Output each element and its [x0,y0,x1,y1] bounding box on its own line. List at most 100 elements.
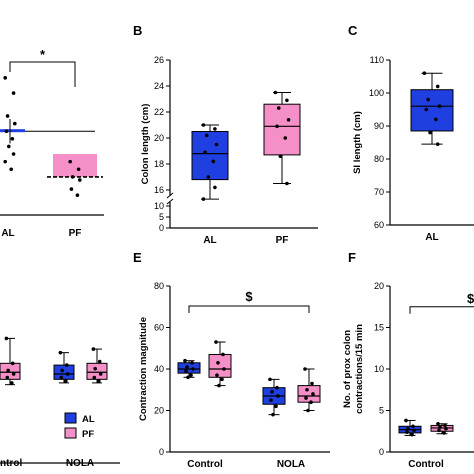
data-point [220,377,224,382]
significance-marker: $ [467,291,474,306]
data-point [70,175,75,179]
y-tick-label: 5 [159,212,164,222]
data-point [7,144,11,149]
significance-bracket [9,61,76,87]
data-point [271,412,275,417]
y-tick-label: 110 [370,55,384,65]
data-point [59,375,64,380]
data-point [186,375,190,380]
x-tick-label: PF [276,235,289,246]
y-tick-label: 90 [374,121,384,131]
data-point [93,366,97,371]
data-point [4,336,9,341]
x-tick-label: ntrol [0,458,22,469]
x-tick-label: NOLA [277,459,305,470]
data-point [183,358,187,363]
data-point [10,381,14,385]
data-point [435,84,440,89]
legend-swatch-pf [64,427,77,439]
data-point [214,142,219,147]
data-point [275,124,279,129]
y-tick-label: 0 [159,223,164,233]
y-tick-label: 26 [154,55,164,65]
significance-bracket [188,305,310,313]
data-point [405,430,409,434]
data-point [443,423,447,428]
data-point [434,117,438,122]
data-point [444,426,448,431]
x-tick-label: PF [69,228,82,239]
y-tick-label: 20 [154,406,164,416]
y-tick-label: 10 [154,201,164,211]
panel-e: 0 20 40 60 80 Contraction magnitude Control NOL… [138,281,330,470]
data-point [268,377,272,382]
data-point [306,408,310,413]
data-point [64,379,68,383]
data-point [213,127,217,131]
y-tick-label: 60 [154,323,164,333]
legend: AL PF [64,412,95,440]
data-point [11,372,16,376]
panel-label-f: F [348,250,356,265]
data-point [6,368,10,373]
y-tick-label: 15 [374,323,384,333]
data-point [275,385,279,390]
data-point [422,71,427,75]
data-point [222,367,226,371]
box-0 [191,131,229,181]
data-point [215,373,219,378]
data-point [426,97,430,102]
x-tick-label: AL [203,235,216,246]
data-point [303,367,307,371]
data-point [285,181,289,186]
data-point [64,363,69,367]
box-2 [86,362,108,380]
data-point [309,400,313,405]
data-point [3,76,7,80]
data-point [310,381,314,386]
data-point [201,123,206,127]
data-point [412,428,416,433]
box-0 [410,89,454,132]
data-point [185,365,189,369]
panel-label-c: C [348,23,358,38]
y-tick-label: 0 [379,447,384,457]
y-tick-label: 16 [154,185,164,195]
data-point [9,167,13,172]
data-point [206,175,211,179]
bar-al [0,129,25,133]
data-point [211,159,216,164]
data-point [285,98,289,103]
data-point [3,159,7,164]
data-point [13,121,17,126]
data-point [270,390,274,394]
data-point [68,159,72,164]
x-tick-label: Control [187,459,223,470]
y-tick-label: 20 [154,133,164,143]
data-point [406,426,410,431]
data-point [304,396,308,400]
data-point [98,372,103,376]
data-point [221,352,225,357]
data-point [410,432,414,437]
data-point [60,368,64,373]
data-point [11,91,16,95]
data-point [92,375,97,380]
y-tick-label: 60 [374,220,384,230]
data-point [65,372,70,376]
y-axis-label: Colon length (cm) [140,104,151,185]
legend-swatch-al [64,412,77,424]
data-point [435,142,440,146]
data-point [5,114,10,118]
y-tick-label: 22 [154,107,164,117]
y-axis-label: No. of prox coloncontractions/15 min [342,324,365,414]
data-point [91,347,96,351]
data-point [58,350,63,355]
data-point [276,394,280,398]
data-point [269,398,273,402]
data-point [4,129,9,133]
data-point [305,387,309,392]
data-point [75,193,80,197]
x-tick-label: NOLA [66,458,94,469]
data-point [97,379,101,383]
